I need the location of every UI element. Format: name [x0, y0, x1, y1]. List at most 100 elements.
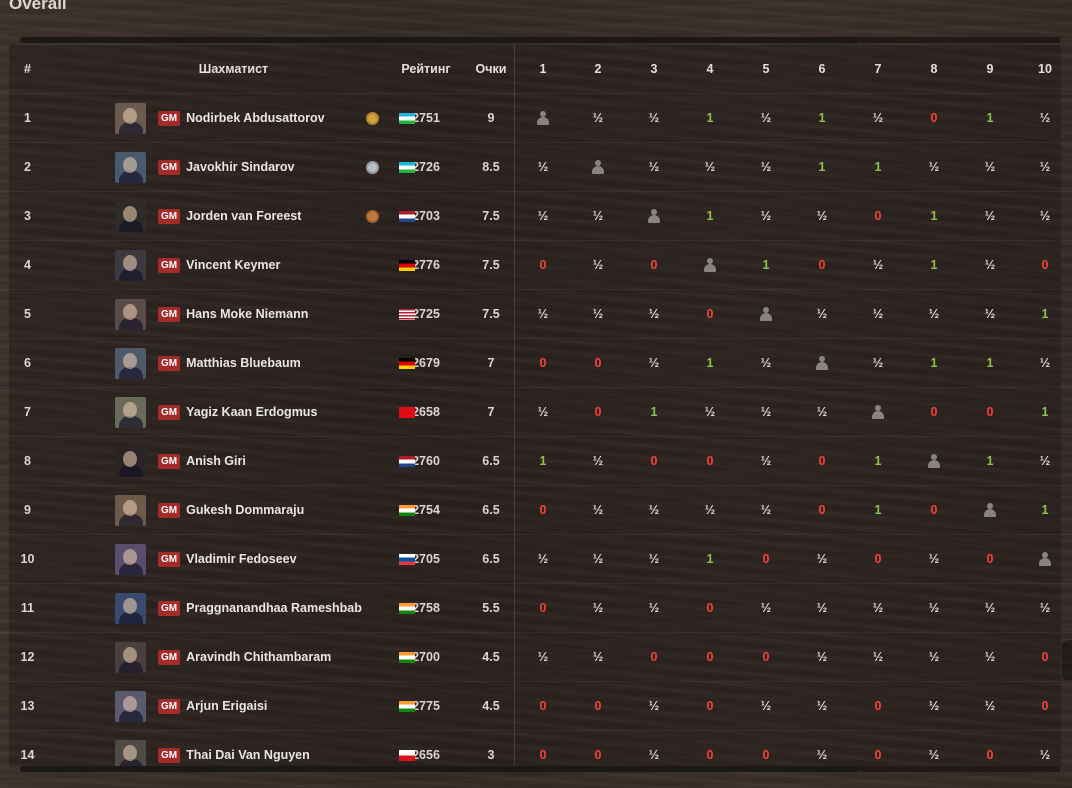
avatar[interactable] — [115, 396, 146, 428]
header-round-4[interactable]: 4 — [706, 62, 714, 76]
result-cell[interactable]: 0 — [1041, 699, 1049, 713]
result-cell[interactable]: ½ — [1039, 454, 1051, 468]
player-info[interactable]: GM Vincent Keymer — [55, 241, 416, 289]
result-cell[interactable]: 0 — [818, 503, 826, 517]
avatar[interactable] — [115, 347, 146, 379]
player-cell[interactable]: GM Vladimir Fedoseev — [55, 535, 416, 584]
result-cell[interactable]: ½ — [537, 650, 549, 664]
player-cell[interactable]: GM Yagiz Kaan Erdogmus — [55, 388, 416, 437]
result-cell[interactable]: 0 — [986, 748, 994, 762]
result-cell[interactable]: ½ — [592, 601, 604, 615]
header-player[interactable]: Шахматист — [198, 62, 269, 76]
result-cell[interactable]: ½ — [928, 748, 940, 762]
result-cell[interactable]: ½ — [592, 307, 604, 321]
result-cell[interactable]: ½ — [872, 601, 884, 615]
result-cell[interactable]: 0 — [594, 748, 602, 762]
player-name[interactable]: Anish Giri — [186, 454, 246, 468]
result-cell[interactable]: ½ — [928, 160, 940, 174]
player-name[interactable]: Aravindh Chithambaram — [186, 650, 332, 664]
player-info[interactable]: GM Gukesh Dommaraju — [55, 486, 416, 534]
result-cell[interactable]: 1 — [874, 454, 882, 468]
table-row[interactable]: 12 GM Aravindh Chithambaram 2700 4.5 ½ ½ 0 0 0 ½ ½ ½… — [0, 632, 1072, 682]
avatar[interactable] — [115, 102, 146, 134]
result-cell[interactable]: 0 — [594, 356, 602, 370]
player-name[interactable]: Hans Moke Niemann — [186, 307, 309, 321]
result-cell[interactable]: 0 — [930, 405, 938, 419]
player-name[interactable]: Arjun Erigaisi — [186, 699, 268, 713]
result-cell[interactable]: 0 — [706, 307, 714, 321]
result-cell[interactable]: ½ — [760, 405, 772, 419]
result-cell[interactable]: ½ — [872, 356, 884, 370]
result-cell[interactable]: ½ — [816, 650, 828, 664]
header-round-5[interactable]: 5 — [762, 62, 770, 76]
table-row[interactable]: 11 GM Praggnanandhaa Rameshbabu 2758 5.5 0 ½ ½ 0… — [0, 583, 1072, 633]
result-cell[interactable]: ½ — [984, 699, 996, 713]
result-cell[interactable]: ½ — [928, 699, 940, 713]
result-cell[interactable]: ½ — [872, 650, 884, 664]
result-cell[interactable]: ½ — [537, 209, 549, 223]
result-cell[interactable]: ½ — [704, 405, 716, 419]
scrollbar-track-top[interactable] — [860, 37, 1060, 43]
result-cell[interactable]: ½ — [816, 601, 828, 615]
table-row[interactable]: 13 GM Arjun Erigaisi 2775 4.5 0 0 ½ 0 ½ ½ 0 ½ ½ 0 — [0, 681, 1072, 731]
result-cell[interactable]: ½ — [704, 160, 716, 174]
result-cell[interactable]: 1 — [986, 454, 994, 468]
header-round-2[interactable]: 2 — [594, 62, 602, 76]
result-cell[interactable]: ½ — [760, 601, 772, 615]
result-cell[interactable]: ½ — [1039, 601, 1051, 615]
avatar[interactable] — [115, 298, 146, 330]
player-name[interactable]: Matthias Bluebaum — [186, 356, 301, 370]
avatar[interactable] — [115, 445, 146, 477]
result-cell[interactable]: ½ — [537, 405, 549, 419]
avatar[interactable] — [115, 151, 146, 183]
result-cell[interactable]: 0 — [874, 552, 882, 566]
result-cell[interactable]: ½ — [760, 111, 772, 125]
result-cell[interactable]: 0 — [986, 552, 994, 566]
result-cell[interactable]: ½ — [984, 307, 996, 321]
result-cell[interactable]: ½ — [648, 160, 660, 174]
avatar[interactable] — [115, 249, 146, 281]
avatar[interactable] — [115, 543, 146, 575]
result-cell[interactable]: ½ — [760, 503, 772, 517]
player-name[interactable]: Javokhir Sindarov — [186, 160, 295, 174]
result-cell[interactable]: 0 — [594, 405, 602, 419]
result-cell[interactable]: ½ — [760, 209, 772, 223]
result-cell[interactable]: ½ — [872, 307, 884, 321]
result-cell[interactable]: 0 — [874, 209, 882, 223]
result-cell[interactable]: 1 — [1041, 405, 1049, 419]
result-cell[interactable]: 0 — [1041, 650, 1049, 664]
result-cell[interactable]: ½ — [648, 111, 660, 125]
result-cell[interactable]: ½ — [648, 356, 660, 370]
result-cell[interactable]: 0 — [986, 405, 994, 419]
result-cell[interactable]: ½ — [1039, 748, 1051, 762]
table-row[interactable]: 8 GM Anish Giri 2760 6.5 1 ½ 0 0 ½ 0 1 1 ½ — [0, 436, 1072, 486]
player-name[interactable]: Nodirbek Abdusattorov — [186, 111, 325, 125]
result-cell[interactable]: ½ — [816, 209, 828, 223]
result-cell[interactable]: ½ — [760, 356, 772, 370]
result-cell[interactable]: 1 — [986, 356, 994, 370]
result-cell[interactable]: 0 — [818, 454, 826, 468]
result-cell[interactable]: ½ — [592, 503, 604, 517]
result-cell[interactable]: 0 — [650, 454, 658, 468]
result-cell[interactable]: ½ — [592, 111, 604, 125]
result-cell[interactable]: 1 — [650, 405, 658, 419]
player-cell[interactable]: GM Anish Giri — [55, 437, 416, 486]
result-cell[interactable]: 0 — [539, 356, 547, 370]
player-info[interactable]: GM Yagiz Kaan Erdogmus — [55, 388, 416, 436]
player-cell[interactable]: GM Arjun Erigaisi — [55, 682, 416, 731]
result-cell[interactable]: ½ — [1039, 111, 1051, 125]
horizontal-scrollbar-top[interactable] — [20, 37, 860, 43]
header-points[interactable]: Очки — [475, 62, 507, 76]
result-cell[interactable]: ½ — [928, 552, 940, 566]
result-cell[interactable]: 0 — [930, 111, 938, 125]
result-cell[interactable]: 0 — [762, 650, 770, 664]
result-cell[interactable]: ½ — [928, 307, 940, 321]
player-cell[interactable]: GM Nodirbek Abdusattorov — [55, 94, 416, 143]
result-cell[interactable]: 0 — [818, 258, 826, 272]
result-cell[interactable]: 1 — [706, 356, 714, 370]
result-cell[interactable]: ½ — [648, 601, 660, 615]
result-cell[interactable]: 1 — [930, 258, 938, 272]
result-cell[interactable]: ½ — [872, 111, 884, 125]
result-cell[interactable]: ½ — [592, 552, 604, 566]
header-round-6[interactable]: 6 — [818, 62, 826, 76]
